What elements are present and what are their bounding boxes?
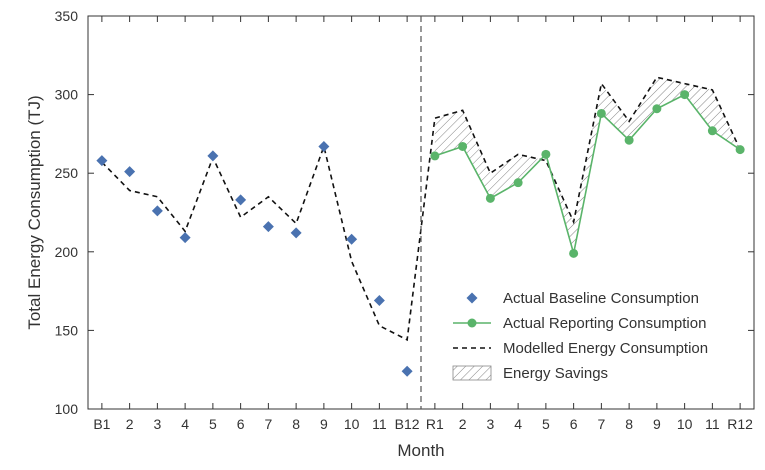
y-tick-label: 100 bbox=[55, 401, 79, 417]
x-tick-label: 10 bbox=[344, 416, 360, 432]
legend-label: Actual Baseline Consumption bbox=[503, 290, 699, 307]
legend-item-baseline: Actual Baseline Consumption bbox=[466, 290, 699, 307]
baseline-point bbox=[373, 295, 385, 307]
x-tick-label: 7 bbox=[597, 416, 605, 432]
baseline-point bbox=[318, 140, 330, 152]
reporting-point bbox=[735, 145, 745, 155]
y-tick-label: 300 bbox=[55, 87, 79, 103]
baseline-point bbox=[151, 205, 163, 217]
x-tick-label: 6 bbox=[237, 416, 245, 432]
legend-label: Modelled Energy Consumption bbox=[503, 340, 708, 357]
x-tick-label: R1 bbox=[426, 416, 444, 432]
reporting-point bbox=[485, 193, 495, 203]
x-tick-label: 9 bbox=[320, 416, 328, 432]
x-tick-label: 8 bbox=[625, 416, 633, 432]
y-tick-label: 150 bbox=[55, 322, 79, 338]
reporting-point bbox=[541, 149, 551, 159]
baseline-point bbox=[401, 365, 413, 377]
reporting-point bbox=[430, 151, 440, 161]
x-tick-label: 5 bbox=[209, 416, 217, 432]
reporting-consumption-line bbox=[434, 93, 741, 254]
reporting-point bbox=[652, 104, 662, 114]
reporting-point bbox=[680, 90, 690, 100]
reporting-point bbox=[624, 135, 634, 145]
baseline-point bbox=[235, 194, 247, 206]
x-tick-label: 5 bbox=[542, 416, 550, 432]
legend-item-modelled: Modelled Energy Consumption bbox=[453, 340, 708, 357]
legend-hatch-icon bbox=[452, 365, 492, 381]
y-axis-title: Total Energy Consumption (TJ) bbox=[25, 95, 44, 329]
x-tick-label: 9 bbox=[653, 416, 661, 432]
legend-diamond-icon bbox=[466, 292, 478, 304]
x-tick-label: 7 bbox=[264, 416, 272, 432]
x-tick-label: 8 bbox=[292, 416, 300, 432]
legend-circle-icon bbox=[467, 318, 477, 328]
baseline-point bbox=[290, 227, 302, 239]
y-tick-label: 350 bbox=[55, 8, 79, 24]
baseline-point bbox=[346, 233, 358, 245]
baseline-point bbox=[179, 232, 191, 244]
reporting-point bbox=[458, 141, 468, 151]
legend-label: Energy Savings bbox=[503, 365, 608, 382]
y-tick-label: 250 bbox=[55, 165, 79, 181]
x-axis-title: Month bbox=[397, 441, 444, 460]
x-tick-label: 4 bbox=[181, 416, 189, 432]
y-tick-label: 200 bbox=[55, 244, 79, 260]
x-tick-label: 11 bbox=[705, 416, 720, 432]
x-tick-label: R12 bbox=[727, 416, 753, 432]
baseline-point bbox=[262, 221, 274, 233]
reporting-point bbox=[569, 248, 579, 258]
x-tick-label: B12 bbox=[395, 416, 420, 432]
x-tick-label: 11 bbox=[372, 416, 387, 432]
x-tick-label: 3 bbox=[486, 416, 494, 432]
baseline-point bbox=[96, 155, 108, 167]
reporting-point bbox=[596, 108, 606, 118]
legend-label: Actual Reporting Consumption bbox=[503, 315, 706, 332]
reporting-point bbox=[513, 178, 523, 188]
baseline-point bbox=[124, 166, 136, 178]
modelled-energy-line bbox=[101, 76, 741, 342]
x-tick-label: 3 bbox=[153, 416, 161, 432]
x-tick-label: 4 bbox=[514, 416, 522, 432]
x-tick-label: B1 bbox=[93, 416, 110, 432]
baseline-point bbox=[207, 150, 219, 162]
energy-savings-area bbox=[434, 77, 741, 254]
x-tick-label: 6 bbox=[570, 416, 578, 432]
legend-item-reporting: Actual Reporting Consumption bbox=[453, 315, 706, 332]
x-tick-label: 2 bbox=[126, 416, 134, 432]
legend-item-savings: Energy Savings bbox=[452, 365, 608, 382]
x-tick-label: 2 bbox=[459, 416, 467, 432]
reporting-point bbox=[707, 126, 717, 136]
x-tick-label: 10 bbox=[677, 416, 693, 432]
